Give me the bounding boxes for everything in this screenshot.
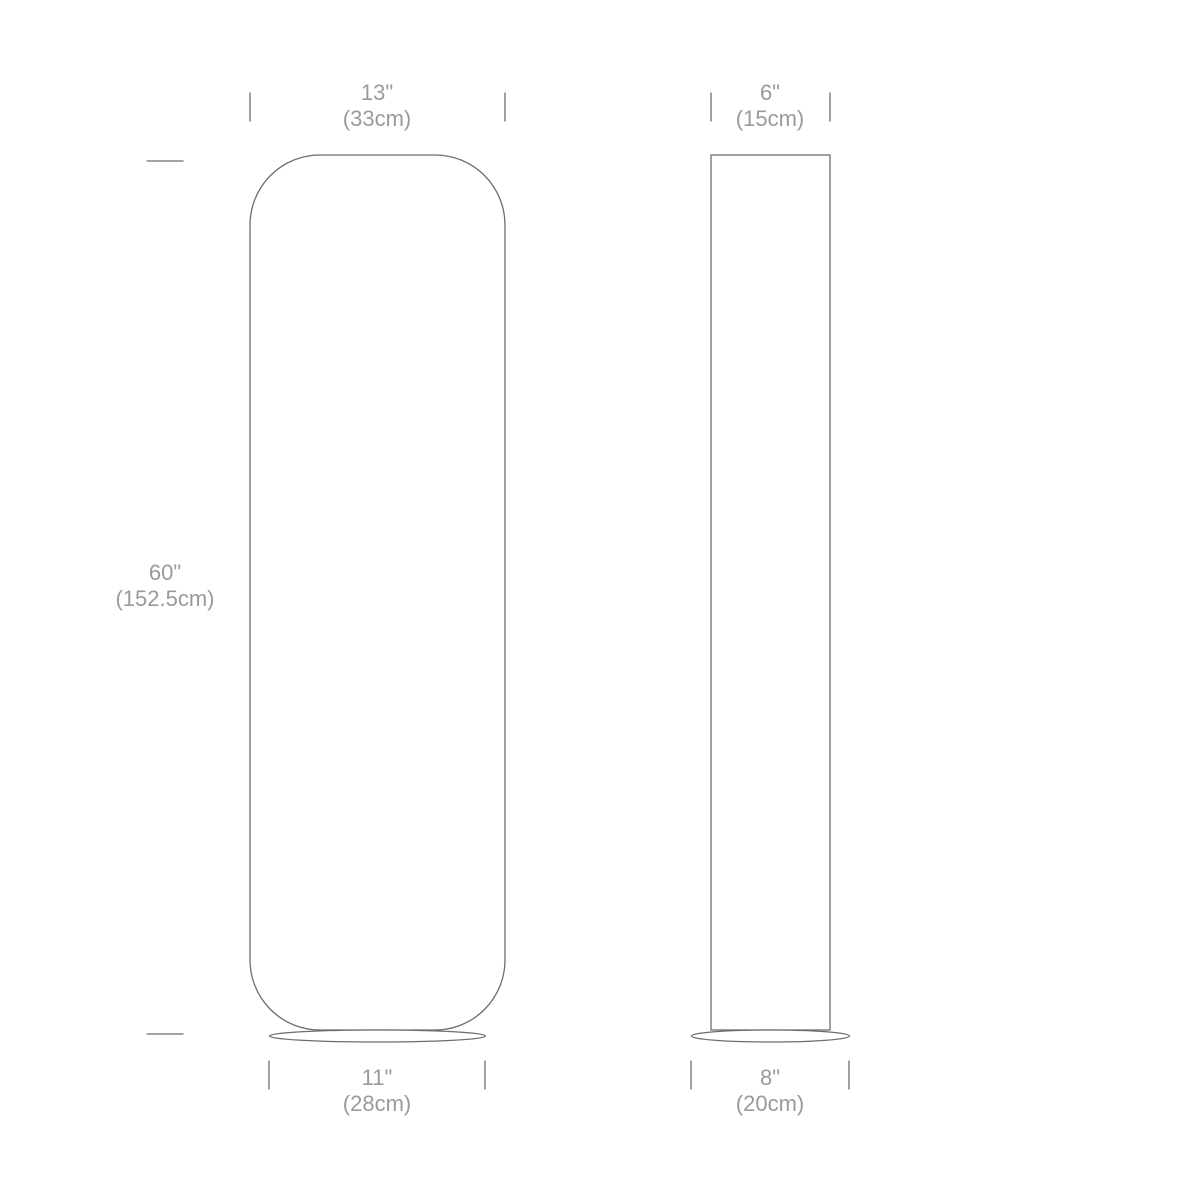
- front-height-dim-imperial: 60": [149, 560, 181, 585]
- side-top-dim-imperial: 6": [760, 80, 780, 105]
- front-bottom-dim-metric: (28cm): [343, 1091, 411, 1116]
- side-top-dim-metric: (15cm): [736, 106, 804, 131]
- side-view-base: [692, 1030, 850, 1042]
- front-bottom-dim-imperial: 11": [362, 1065, 393, 1090]
- side-bottom-dim-imperial: 8": [760, 1065, 780, 1090]
- side-bottom-dim-metric: (20cm): [736, 1091, 804, 1116]
- front-top-dim-metric: (33cm): [343, 106, 411, 131]
- front-height-dim-metric: (152.5cm): [115, 586, 214, 611]
- front-view-base: [270, 1030, 486, 1042]
- front-top-dim-imperial: 13": [361, 80, 393, 105]
